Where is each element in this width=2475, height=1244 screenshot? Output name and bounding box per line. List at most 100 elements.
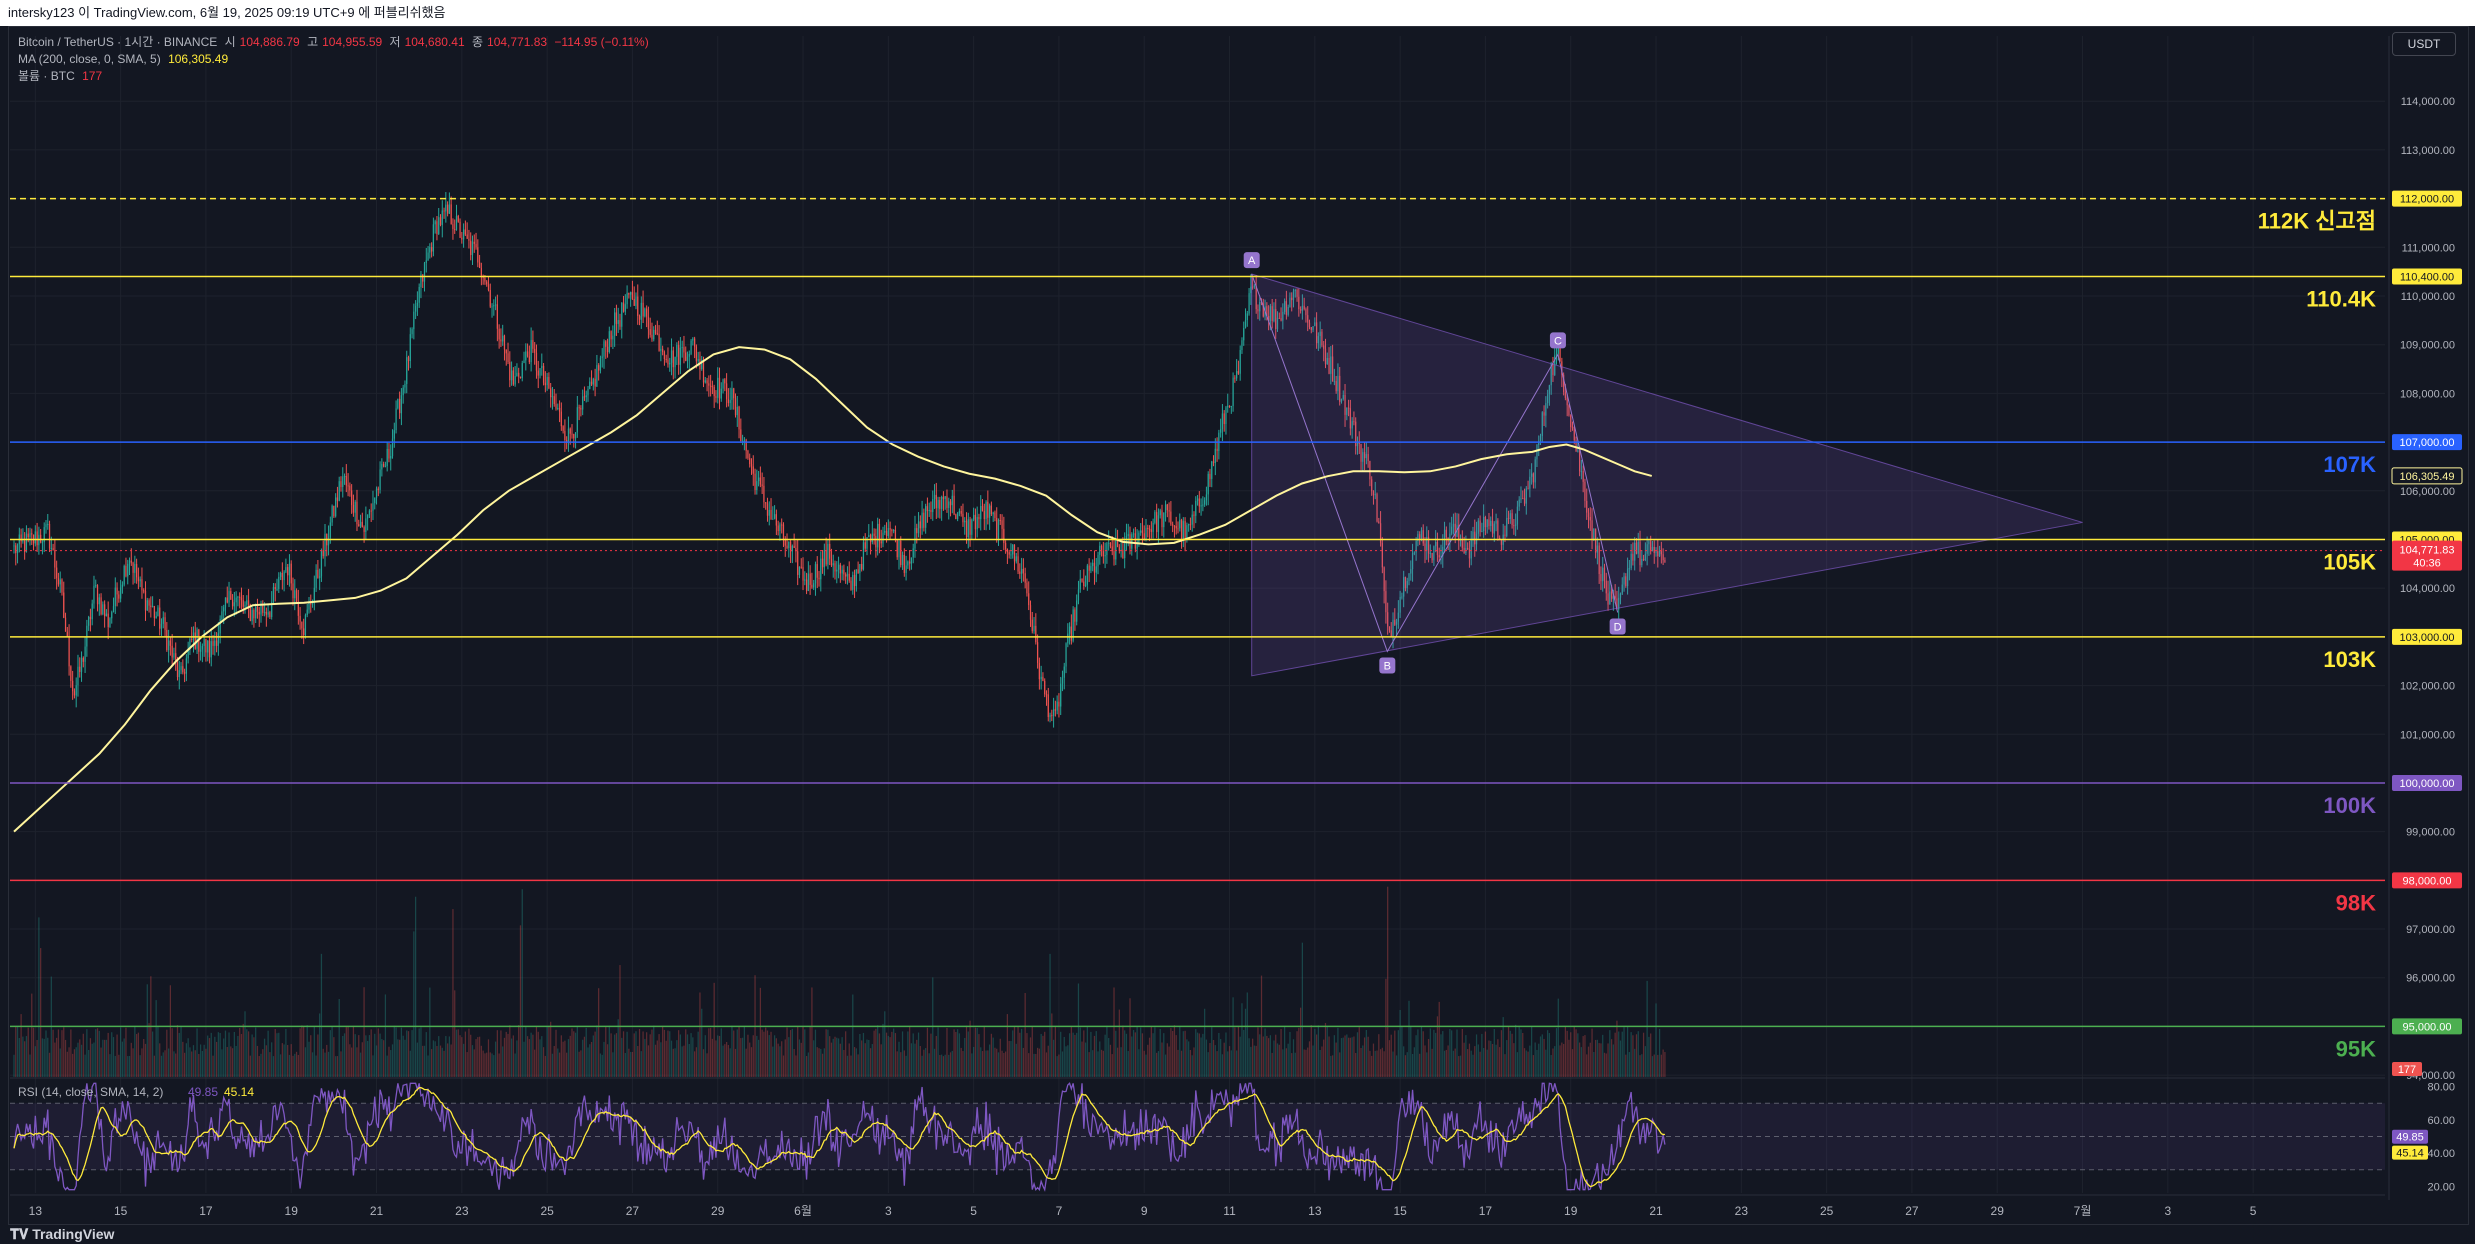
currency-button[interactable]: USDT bbox=[2392, 32, 2456, 56]
candle-body bbox=[733, 388, 735, 399]
volume-bar bbox=[702, 1049, 705, 1077]
legend-symbol-row[interactable]: Bitcoin / TetherUS · 1시간 · BINANCE 시 104,… bbox=[18, 34, 653, 51]
candle-body bbox=[324, 533, 326, 557]
volume-bar bbox=[120, 1027, 122, 1077]
volume-bar bbox=[169, 985, 172, 1077]
volume-bar bbox=[660, 1042, 662, 1077]
volume-bar bbox=[957, 1029, 959, 1077]
volume-bar bbox=[1310, 1025, 1312, 1077]
candle-body bbox=[1065, 643, 1067, 667]
volume-bar bbox=[1525, 1050, 1527, 1077]
candle-body bbox=[1156, 512, 1158, 533]
volume-bar bbox=[383, 1040, 385, 1077]
candle-body bbox=[1379, 523, 1382, 543]
volume-bar bbox=[1100, 1049, 1103, 1077]
candle-body bbox=[77, 666, 79, 686]
candle-body bbox=[1257, 309, 1259, 312]
volume-bar bbox=[649, 1034, 651, 1077]
candle-body bbox=[518, 372, 520, 377]
candle-body bbox=[1635, 542, 1638, 554]
volume-bar bbox=[454, 990, 456, 1077]
pattern-point-marker bbox=[1609, 618, 1626, 635]
legend-ma-row[interactable]: MA (200, close, 0, SMA, 5) 106,305.49 bbox=[18, 51, 653, 68]
pattern-point-label: B bbox=[1384, 660, 1391, 672]
volume-bar bbox=[518, 1025, 520, 1077]
candle-body bbox=[1182, 521, 1184, 540]
time-tick-label: 25 bbox=[540, 1204, 554, 1218]
candle-body bbox=[781, 524, 783, 526]
volume-bar bbox=[176, 1025, 179, 1077]
volume-bar bbox=[1651, 1056, 1654, 1077]
volume-bar bbox=[265, 1045, 267, 1077]
candle-body bbox=[599, 357, 602, 371]
volume-bar bbox=[1218, 1032, 1220, 1077]
volume-bar bbox=[162, 1052, 164, 1077]
volume-bar bbox=[713, 982, 715, 1077]
candle-body bbox=[468, 238, 470, 241]
volume-bar bbox=[612, 1052, 614, 1077]
candle-body bbox=[825, 550, 827, 565]
candle-body bbox=[1212, 461, 1215, 463]
candle-body bbox=[1408, 573, 1410, 582]
candle-body bbox=[583, 396, 586, 398]
candle-body bbox=[1655, 551, 1657, 554]
candle-body bbox=[1193, 514, 1195, 516]
time-tick-label: 7월 bbox=[2074, 1204, 2092, 1218]
candle-body bbox=[1157, 515, 1160, 533]
volume-bar bbox=[1099, 1041, 1101, 1077]
volume-bar bbox=[1267, 1038, 1270, 1077]
candle-body bbox=[1484, 517, 1487, 528]
volume-bar bbox=[235, 1045, 237, 1077]
volume-bar bbox=[789, 1030, 792, 1077]
volume-bar bbox=[1552, 1048, 1554, 1077]
volume-bar bbox=[88, 1049, 90, 1077]
candle-body bbox=[301, 621, 303, 629]
volume-bar bbox=[1532, 1055, 1535, 1077]
candle-body bbox=[1367, 454, 1369, 461]
candle-body bbox=[1202, 504, 1204, 506]
candle-body bbox=[409, 334, 411, 362]
candle-body bbox=[1477, 520, 1479, 534]
candle-body bbox=[1356, 442, 1359, 447]
volume-bar bbox=[322, 1048, 324, 1077]
volume-bar bbox=[1607, 1043, 1609, 1077]
volume-bar bbox=[882, 1023, 884, 1077]
candle-body bbox=[274, 587, 276, 590]
volume-bar bbox=[1292, 1039, 1295, 1077]
volume-bar bbox=[1307, 1047, 1309, 1077]
candle-body bbox=[416, 302, 419, 306]
candle-body bbox=[862, 542, 865, 570]
volume-bar bbox=[818, 1048, 820, 1077]
candle-body bbox=[1607, 593, 1609, 605]
volume-bar bbox=[182, 1041, 184, 1077]
candle-body bbox=[530, 340, 532, 363]
volume-bar bbox=[1500, 1030, 1503, 1077]
volume-bar bbox=[654, 1044, 657, 1077]
candle-body bbox=[1342, 394, 1344, 399]
candle-body bbox=[295, 590, 298, 603]
volume-bar bbox=[1079, 1027, 1081, 1077]
candle-body bbox=[34, 531, 36, 544]
candle-body bbox=[896, 540, 898, 558]
legend-volume-row[interactable]: 볼륨 · BTC 177 bbox=[18, 68, 653, 85]
candle-body bbox=[187, 649, 189, 659]
volume-bar bbox=[880, 1044, 882, 1077]
candle-body bbox=[1559, 345, 1561, 362]
candle-body bbox=[1415, 541, 1417, 553]
volume-bar bbox=[146, 984, 148, 1077]
candle-body bbox=[917, 521, 920, 534]
candle-body bbox=[1550, 363, 1552, 386]
candle-body bbox=[782, 524, 785, 540]
candle-body bbox=[1644, 553, 1646, 561]
candle-body bbox=[697, 358, 699, 362]
candle-body bbox=[1136, 541, 1138, 549]
price-tick-label: 114,000.00 bbox=[2401, 96, 2455, 108]
volume-bar bbox=[1164, 1054, 1167, 1077]
price-tick-label: 109,000.00 bbox=[2400, 340, 2455, 352]
volume-bar bbox=[484, 1053, 486, 1077]
candle-body bbox=[901, 554, 904, 566]
candle-body bbox=[946, 496, 948, 508]
candle-body bbox=[1630, 553, 1632, 569]
candle-body bbox=[1163, 512, 1165, 528]
